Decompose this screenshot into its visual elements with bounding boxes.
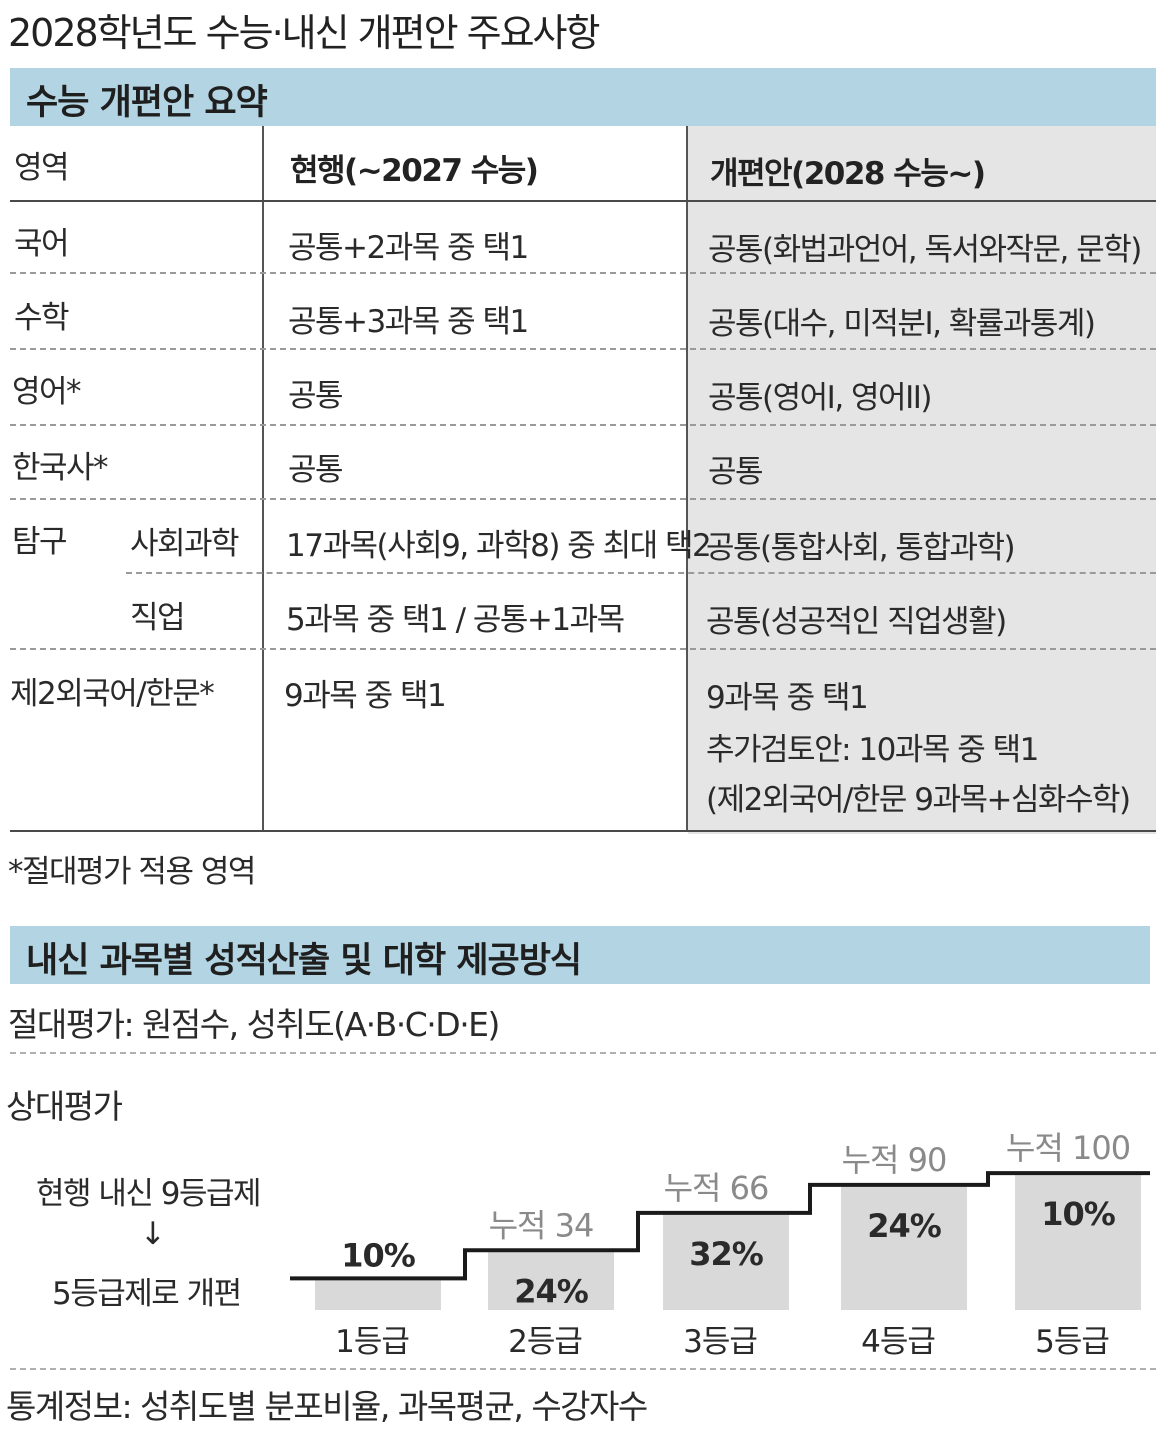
header-reform: 개편안(2028 수능~) <box>710 156 986 192</box>
grade-percent-label: 10% <box>1041 1195 1116 1233</box>
header-area: 영역 <box>14 150 70 186</box>
grade-change-line1: 현행 내신 9등급제 <box>36 1176 262 1212</box>
footnote: *절대평가 적용 영역 <box>8 854 256 890</box>
column-divider-2 <box>686 126 688 832</box>
section-divider <box>10 1368 1156 1370</box>
row-divider <box>126 572 1156 574</box>
row-divider <box>10 272 1156 274</box>
row-current-history: 공통 <box>288 452 344 488</box>
cumulative-label: 누적 90 <box>842 1141 947 1179</box>
cumulative-label: 누적 100 <box>1006 1129 1130 1167</box>
grade-category-label: 1등급 <box>335 1324 409 1360</box>
row-area-foreign-language: 제2외국어/한문* <box>10 676 215 712</box>
suneung-section-title: 수능 개편안 요약 <box>26 83 268 123</box>
grade-bar-2 <box>488 1252 614 1310</box>
section-divider <box>10 1052 1156 1054</box>
naesin-section-header: 내신 과목별 성적산출 및 대학 제공방식 <box>10 926 1150 984</box>
row-area-korean: 국어 <box>14 226 70 262</box>
header-rule <box>10 200 1156 202</box>
grade-percent-label: 24% <box>514 1272 589 1310</box>
absolute-evaluation-text: 절대평가: 원점수, 성취도(A·B·C·D·E) <box>8 1005 500 1044</box>
relative-evaluation-label: 상대평가 <box>6 1087 123 1126</box>
cumulative-label: 누적 66 <box>664 1169 769 1207</box>
grade-bar-3 <box>663 1214 789 1310</box>
grade-percent-label: 32% <box>689 1235 764 1273</box>
row-current-foreign-language: 9과목 중 택1 <box>284 678 447 714</box>
grade-distribution-chart: 10% 24% 32% 24% 10% 누적 34 누적 66 누적 90 누적 100 1등급 2… <box>290 1129 1150 1360</box>
row-area-inquiry: 탐구 <box>12 524 68 560</box>
column-divider-1 <box>262 126 264 832</box>
row-reform-english: 공통(영어I, 영어II) <box>708 380 932 416</box>
naesin-section-title: 내신 과목별 성적산출 및 대학 제공방식 <box>26 941 582 981</box>
row-divider <box>10 648 1156 650</box>
row-divider <box>10 348 1156 350</box>
row-reform-vocational: 공통(성공적인 직업생활) <box>706 604 1007 640</box>
stats-info-text: 통계정보: 성취도별 분포비율, 과목평균, 수강자수 <box>6 1387 648 1426</box>
grade-category-label: 2등급 <box>508 1324 582 1360</box>
row-current-vocational: 5과목 중 택1 / 공통+1과목 <box>286 602 625 638</box>
grade-bar-5 <box>1015 1175 1141 1310</box>
row-area-history: 한국사* <box>12 450 109 486</box>
grade-bar-1 <box>315 1280 441 1310</box>
row-area-english: 영어* <box>12 374 82 410</box>
row-current-english: 공통 <box>288 378 344 414</box>
header-current: 현행(~2027 수능) <box>290 153 539 189</box>
table-bottom-rule <box>10 830 1156 832</box>
row-area-math: 수학 <box>14 300 70 336</box>
grade-percent-label: 24% <box>867 1207 942 1245</box>
row-current-social-science: 17과목(사회9, 과학8) 중 최대 택2 <box>286 528 712 564</box>
cumulative-label: 누적 34 <box>489 1206 594 1244</box>
grade-change-line2: 5등급제로 개편 <box>52 1276 242 1312</box>
row-reform-korean: 공통(화법과언어, 독서와작문, 문학) <box>708 232 1142 268</box>
row-divider <box>10 424 1156 426</box>
reform-column-background <box>688 126 1156 834</box>
row-sub-vocational: 직업 <box>130 600 186 636</box>
row-current-math: 공통+3과목 중 택1 <box>288 304 529 340</box>
row-reform-math: 공통(대수, 미적분I, 확률과통계) <box>708 306 1096 342</box>
page-title: 2028학년도 수능·내신 개편안 주요사항 <box>8 11 600 55</box>
row-reform-history: 공통 <box>708 454 764 490</box>
grade-category-label: 4등급 <box>861 1324 935 1360</box>
row-divider <box>10 498 1156 500</box>
suneung-section-header: 수능 개편안 요약 <box>10 68 1156 126</box>
row-reform-foreign-language: 9과목 중 택1 <box>706 680 869 716</box>
down-arrow-icon: ↓ <box>140 1216 166 1252</box>
row-current-korean: 공통+2과목 중 택1 <box>288 230 529 266</box>
row-sub-social-science: 사회과학 <box>130 526 240 562</box>
row-reform-foreign-language-alt-detail: (제2외국어/한문 9과목+심화수학) <box>706 782 1131 818</box>
cumulative-step-line <box>290 1171 1150 1281</box>
grade-bar-4 <box>841 1186 967 1310</box>
row-reform-social-science: 공통(통합사회, 통합과학) <box>706 530 1016 566</box>
grade-percent-label: 10% <box>341 1236 416 1274</box>
grade-category-label: 5등급 <box>1035 1324 1109 1360</box>
row-reform-foreign-language-alt: 추가검토안: 10과목 중 택1 <box>706 732 1039 768</box>
grade-category-label: 3등급 <box>683 1324 757 1360</box>
